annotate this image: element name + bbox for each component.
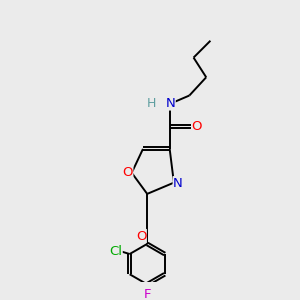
Text: Cl: Cl: [109, 245, 122, 258]
Text: N: N: [173, 177, 183, 190]
Text: O: O: [136, 230, 146, 242]
Text: O: O: [192, 120, 202, 133]
Text: O: O: [122, 166, 133, 179]
Text: F: F: [143, 288, 151, 300]
Text: H: H: [147, 97, 156, 110]
Text: N: N: [165, 97, 175, 110]
